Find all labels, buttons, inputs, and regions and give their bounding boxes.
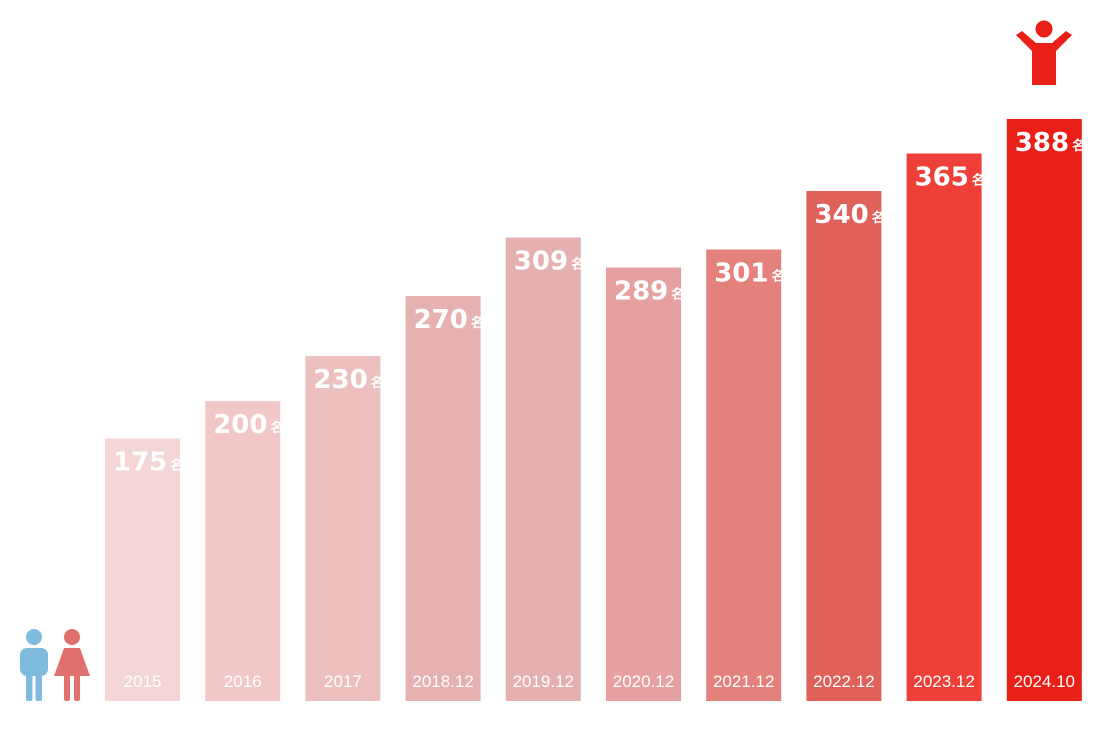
man-icon (20, 629, 48, 701)
bar-2024.10 (1006, 119, 1082, 701)
category-label: 2023.12 (913, 672, 974, 691)
category-label: 2016 (224, 672, 262, 691)
category-label: 2024.10 (1014, 672, 1075, 691)
value-label: 289 名 (614, 277, 684, 307)
value-label: 340 名 (814, 200, 884, 230)
value-label: 365 名 (915, 163, 985, 193)
category-label: 2021.12 (713, 672, 774, 691)
bar-2019.12 (505, 237, 581, 701)
person-raising-arms-icon (1016, 20, 1072, 85)
value-label: 301 名 (714, 259, 784, 289)
category-label: 2022.12 (813, 672, 874, 691)
category-label: 2019.12 (513, 672, 574, 691)
value-label: 200 名 (213, 410, 283, 440)
man-and-woman-icon (20, 629, 90, 701)
category-label: 2015 (124, 672, 162, 691)
bar-2017 (305, 356, 381, 701)
woman-icon (54, 629, 90, 701)
category-label: 2017 (324, 672, 362, 691)
bars-group: 175 名 2015 200 名 2016 230 名 2017 270 名 2018.12 309 名 2… (105, 119, 1085, 701)
bar-2018.12 (405, 296, 481, 701)
bar-2022.12 (806, 191, 882, 701)
category-label: 2018.12 (412, 672, 473, 691)
bar-2021.12 (706, 249, 782, 701)
value-label: 309 名 (514, 247, 584, 277)
value-label: 175 名 (113, 448, 183, 478)
bar-2023.12 (906, 153, 982, 701)
bar-2015 (105, 438, 180, 701)
category-label: 2020.12 (613, 672, 674, 691)
bar-2016 (205, 401, 281, 701)
value-label: 388 名 (1015, 128, 1085, 158)
value-label: 270 名 (414, 305, 484, 335)
bar-2020.12 (606, 267, 681, 701)
value-label: 230 名 (313, 365, 383, 395)
